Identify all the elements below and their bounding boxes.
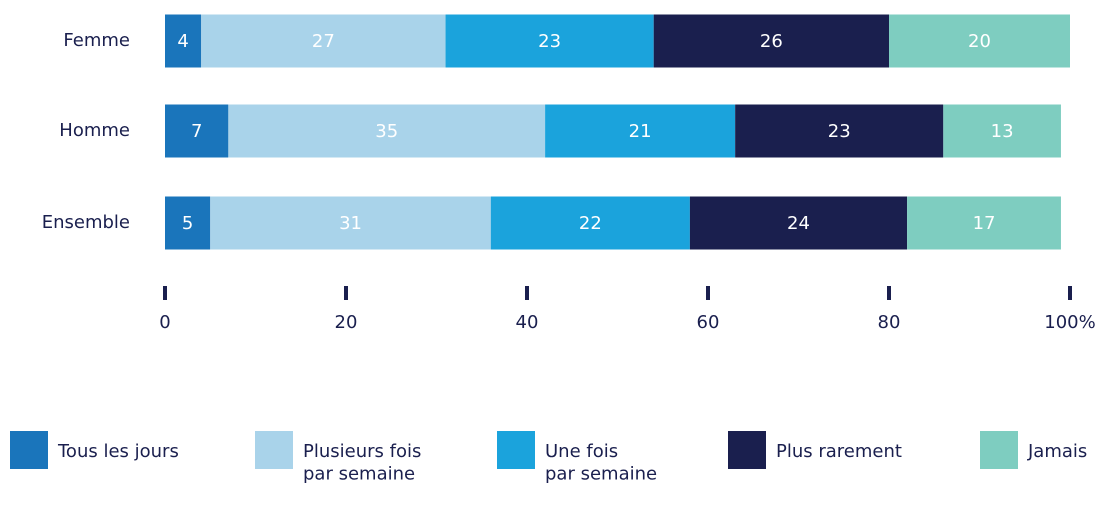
bar-segment <box>689 196 908 250</box>
data-label: 24 <box>787 213 810 234</box>
legend-label: Une fois par semaine <box>545 441 657 485</box>
legend-label: Plus rarement <box>776 441 902 462</box>
data-label: 27 <box>312 31 335 52</box>
legend-swatch <box>980 431 1018 469</box>
x-tick-label: 100% <box>1044 312 1095 333</box>
bar-segment <box>228 104 546 158</box>
legend-swatch <box>10 431 48 469</box>
legend-swatch <box>728 431 766 469</box>
bar-segment <box>445 14 654 68</box>
y-tick-label: Ensemble <box>42 212 130 233</box>
x-tick-label: 60 <box>697 312 720 333</box>
data-label: 23 <box>828 121 851 142</box>
bar-segment <box>165 196 211 250</box>
legend-swatch <box>497 431 535 469</box>
bar-segment <box>165 104 229 158</box>
data-label: 22 <box>579 213 602 234</box>
x-tick-label: 80 <box>878 312 901 333</box>
y-tick-label: Femme <box>63 30 130 51</box>
data-label: 13 <box>991 121 1014 142</box>
data-label: 23 <box>538 31 561 52</box>
x-tick-label: 20 <box>335 312 358 333</box>
legend-label: Plusieurs fois par semaine <box>303 441 421 485</box>
legend-label: Tous les jours <box>57 441 179 462</box>
data-label: 5 <box>182 213 193 234</box>
bar-segment <box>210 196 491 250</box>
x-tick-label: 0 <box>159 312 170 333</box>
bar-segment <box>653 14 889 68</box>
x-tick-label: 40 <box>516 312 539 333</box>
data-label: 4 <box>177 31 188 52</box>
data-label: 7 <box>191 121 202 142</box>
data-label: 20 <box>968 31 991 52</box>
y-tick-label: Homme <box>59 120 130 141</box>
legend-swatch <box>255 431 293 469</box>
bar-segment <box>943 104 1061 158</box>
data-label: 21 <box>629 121 652 142</box>
bar-segment <box>889 14 1070 68</box>
legend-label: Jamais <box>1027 441 1087 462</box>
data-label: 17 <box>973 213 996 234</box>
bar-segment <box>735 104 944 158</box>
bar-segment <box>907 196 1061 250</box>
bar-segment <box>545 104 736 158</box>
bar-segment <box>165 14 202 68</box>
data-label: 35 <box>375 121 398 142</box>
bar-segment <box>490 196 690 250</box>
bar-segment <box>201 14 446 68</box>
data-label: 26 <box>760 31 783 52</box>
data-label: 31 <box>339 213 362 234</box>
